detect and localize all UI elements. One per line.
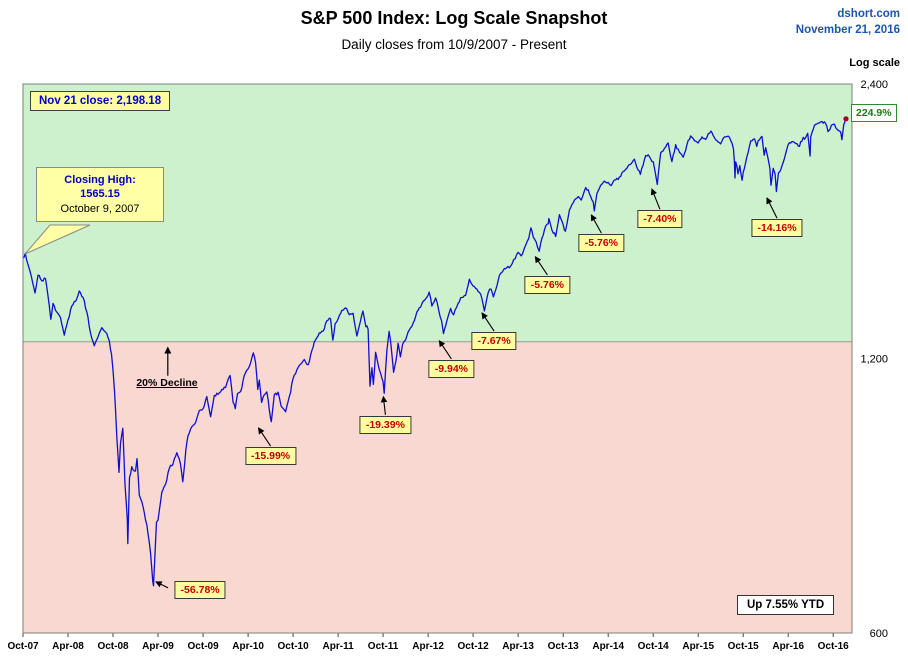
decline-arrow [257,427,272,447]
x-tick-label: Oct-14 [638,641,670,652]
x-tick-label: Apr-12 [412,641,444,652]
decline-label: -9.94% [428,359,475,378]
x-tick-label: Apr-16 [772,641,804,652]
closing-high-callout: Closing High: 1565.15 October 9, 2007 [36,167,164,222]
source-block: dshort.com November 21, 2016 [796,6,900,38]
decline-label: -5.76% [524,275,571,294]
plot-border [22,83,853,634]
x-tick-label: Oct-12 [458,641,490,652]
decline-label: -56.78% [174,580,226,599]
x-tick-label: Oct-15 [728,641,760,652]
chart-title: S&P 500 Index: Log Scale Snapshot [300,8,608,28]
closing-high-date: October 9, 2007 [60,203,140,215]
x-tick-label: Apr-08 [52,641,84,652]
ytd-badge: Up 7.55% YTD [737,595,835,615]
x-tick-label: Oct-11 [368,641,399,652]
x-tick-label: Apr-10 [232,641,264,652]
source-date: November 21, 2016 [795,24,900,36]
decline-label: -7.40% [637,210,683,229]
y-tick-label: 600 [870,628,888,640]
x-tick-label: Apr-15 [682,641,714,652]
x-tick-label: Apr-14 [592,641,624,652]
x-tick-label: Oct-07 [7,641,39,652]
decline-label: -14.16% [751,219,803,238]
total-gain-badge: 224.9% [851,104,897,122]
closing-high-title: Closing High: [64,174,136,186]
decline-label: -5.76% [578,234,625,253]
x-tick-label: Oct-16 [818,641,850,652]
decline-arrow [380,395,388,415]
decline-arrow [481,312,495,332]
latest-close-dot [843,116,849,122]
x-tick-label: Apr-13 [502,641,534,652]
decline-threshold-label: 20% Decline [136,377,198,389]
nov21-close-callout: Nov 21 close: 2,198.18 [30,91,171,111]
x-tick-label: Oct-13 [548,641,580,652]
closing-high-callout-tail [24,224,91,255]
x-tick-label: Oct-08 [97,641,129,652]
log-scale-note: Log scale [849,57,900,69]
y-tick-label: 1,200 [860,354,888,366]
x-tick-label: Apr-11 [323,641,355,652]
decline-label: -7.67% [471,332,517,351]
x-tick-label: Apr-09 [142,641,174,652]
x-tick-label: Oct-10 [278,641,310,652]
x-tick-label: Oct-09 [188,641,220,652]
chart-subtitle: Daily closes from 10/9/2007 - Present [341,37,567,52]
decline-arrow [155,581,169,589]
decline-arrow [590,214,602,234]
decline-arrow [534,255,548,276]
closing-high-value: 1565.15 [80,188,120,200]
decline-label: -15.99% [245,447,297,466]
source-site: dshort.com [837,8,900,20]
decline-arrow [650,188,661,210]
price-line [23,118,847,587]
y-tick-label: 2,400 [860,79,888,91]
decline-arrow [438,339,452,360]
decline-label: -19.39% [359,415,411,434]
decline-arrow [766,197,778,219]
